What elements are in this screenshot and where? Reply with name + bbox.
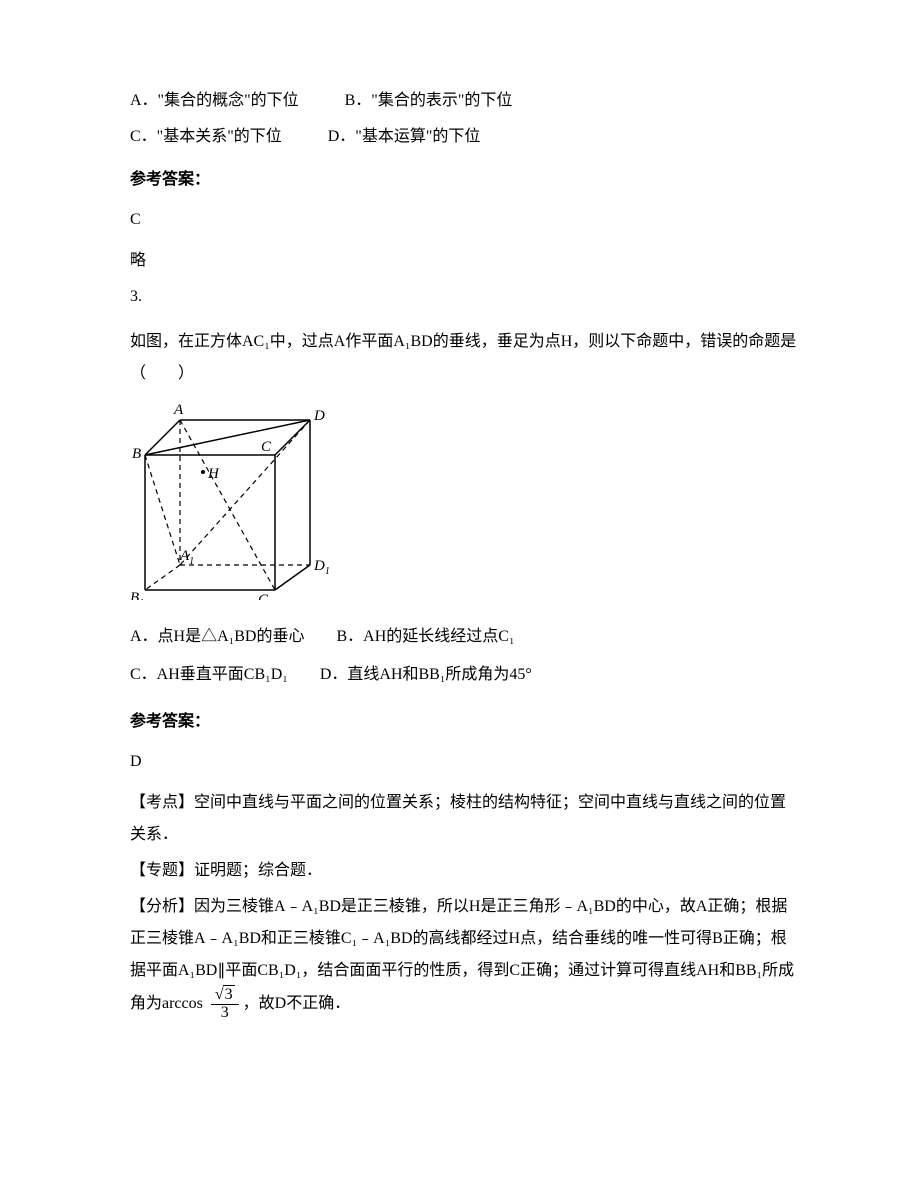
q2-option-d: D．"基本运算"的下位 [328,122,481,152]
label-d1: D1 [313,558,330,577]
q3-answer-label: 参考答案： [130,707,800,737]
q2-option-c: C．"基本关系"的下位 [130,122,282,152]
zhuanti-label: 【专题】 [130,862,194,879]
fenxi-frac-num: 3 [211,987,239,1005]
q2-brief: 略 [130,246,800,276]
label-a: A [173,402,184,418]
zhuanti-text: 证明题；综合题． [194,862,322,879]
q3-zhuanti: 【专题】证明题；综合题． [130,855,800,887]
q3-option-a: A．点H是△A₁BD的垂心 [130,618,304,656]
q3-answer: D [130,747,800,777]
label-d: D [313,408,325,424]
q3-option-d: D．直线AH和BB₁所成角为45° [320,656,532,694]
kaodian-label: 【考点】 [130,794,194,811]
fenxi-label: 【分析】 [130,898,194,915]
q3-figure: A D C B H A1 D1 C1 B1 [130,400,800,611]
q2-options-row-1: A．"集合的概念"的下位 B．"集合的表示"的下位 [130,86,800,116]
q3-kaodian: 【考点】空间中直线与平面之间的位置关系；棱柱的结构特征；空间中直线与直线之间的位… [130,787,800,851]
q3-option-b: B．AH的延长线经过点C₁ [336,618,514,656]
label-b: B [132,446,141,462]
fenxi-text-2: ，故D不正确． [243,995,351,1012]
q3-fenxi: 【分析】因为三棱锥A﹣A₁BD是正三棱锥，所以H是正三角形﹣A₁BD的中心，故A… [130,891,800,1022]
q2-options-row-2: C．"基本关系"的下位 D．"基本运算"的下位 [130,122,800,152]
q3-options: A．点H是△A₁BD的垂心 B．AH的延长线经过点C₁ C．AH垂直平面CB₁D… [130,618,800,695]
point-h [201,470,205,474]
q3-number: 3. [130,282,800,312]
kaodian-text: 空间中直线与平面之间的位置关系；棱柱的结构特征；空间中直线与直线之间的位置关系． [130,794,786,843]
label-b1: B1 [130,590,144,600]
q3-stem: 如图，在正方体AC₁中，过点A作平面A₁BD的垂线，垂足为点H，则以下命题中，错… [130,326,800,390]
label-c1: C1 [258,592,273,600]
q3-option-c: C．AH垂直平面CB₁D₁ [130,656,288,694]
fenxi-frac-den: 3 [211,1005,239,1022]
q2-answer-label: 参考答案： [130,165,800,195]
q2-option-a: A．"集合的概念"的下位 [130,86,299,116]
cube-diagram: A D C B H A1 D1 C1 B1 [130,400,340,600]
q2-answer: C [130,205,800,235]
label-h: H [207,466,220,482]
q2-option-b: B．"集合的表示"的下位 [345,86,513,116]
fenxi-fraction: 3 3 [211,987,239,1022]
label-c: C [261,439,272,455]
